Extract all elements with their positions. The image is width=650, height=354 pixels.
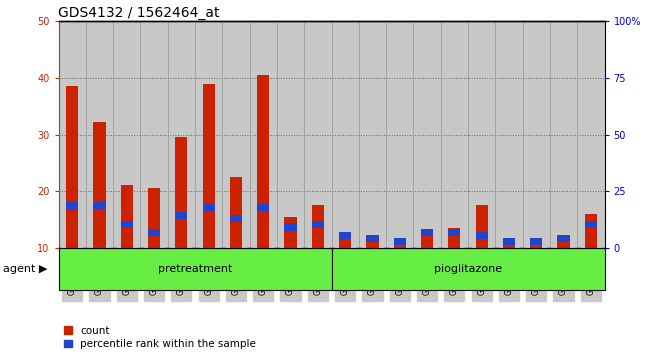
Bar	[58, 21, 86, 248]
Bar	[121, 185, 133, 248]
Bar	[448, 228, 460, 248]
Bar	[339, 234, 351, 248]
Bar	[448, 229, 460, 236]
Bar	[94, 122, 105, 248]
Bar	[332, 21, 359, 248]
Bar	[140, 21, 168, 248]
Bar	[285, 217, 296, 248]
Bar	[468, 21, 495, 248]
Bar	[386, 21, 413, 248]
Bar	[121, 221, 133, 228]
Text: GDS4132 / 1562464_at: GDS4132 / 1562464_at	[58, 6, 220, 20]
Bar	[530, 245, 542, 248]
Bar	[58, 248, 332, 290]
Bar	[339, 232, 351, 239]
Bar	[421, 229, 433, 236]
Text: pretreatment: pretreatment	[158, 264, 232, 274]
Bar	[94, 202, 105, 209]
Bar	[257, 75, 269, 248]
Bar	[195, 21, 222, 248]
Bar	[285, 223, 296, 231]
Text: pioglitazone: pioglitazone	[434, 264, 502, 274]
Legend: count, percentile rank within the sample: count, percentile rank within the sample	[64, 326, 256, 349]
Bar	[222, 21, 250, 248]
Bar	[503, 238, 515, 245]
Bar	[476, 205, 488, 248]
Bar	[421, 234, 433, 248]
Bar	[476, 232, 488, 239]
Bar	[66, 86, 78, 248]
Bar	[550, 21, 577, 248]
Bar	[250, 21, 277, 248]
Bar	[394, 245, 406, 248]
Bar	[168, 21, 195, 248]
Bar	[577, 21, 605, 248]
Bar	[332, 248, 604, 290]
Bar	[394, 238, 406, 245]
Bar	[523, 21, 550, 248]
Bar	[413, 21, 441, 248]
Bar	[148, 188, 160, 248]
Bar	[312, 221, 324, 228]
Bar	[367, 239, 378, 248]
Bar	[113, 21, 140, 248]
Bar	[304, 21, 332, 248]
Bar	[203, 84, 215, 248]
Bar	[558, 235, 569, 242]
Bar	[176, 212, 187, 219]
Bar	[66, 202, 78, 209]
Bar	[503, 242, 515, 248]
Bar	[277, 21, 304, 248]
Bar	[230, 177, 242, 248]
Bar	[203, 204, 215, 211]
Bar	[230, 215, 242, 222]
Bar	[495, 21, 523, 248]
Bar	[585, 214, 597, 248]
Bar	[86, 21, 113, 248]
Bar	[585, 221, 597, 228]
Bar	[257, 204, 269, 211]
Bar	[530, 238, 542, 245]
Text: agent ▶: agent ▶	[3, 264, 47, 274]
Bar	[176, 137, 187, 248]
Bar	[359, 21, 386, 248]
Bar	[441, 21, 468, 248]
Bar	[148, 229, 160, 236]
Bar	[312, 205, 324, 248]
Bar	[367, 235, 378, 242]
Bar	[558, 236, 569, 248]
